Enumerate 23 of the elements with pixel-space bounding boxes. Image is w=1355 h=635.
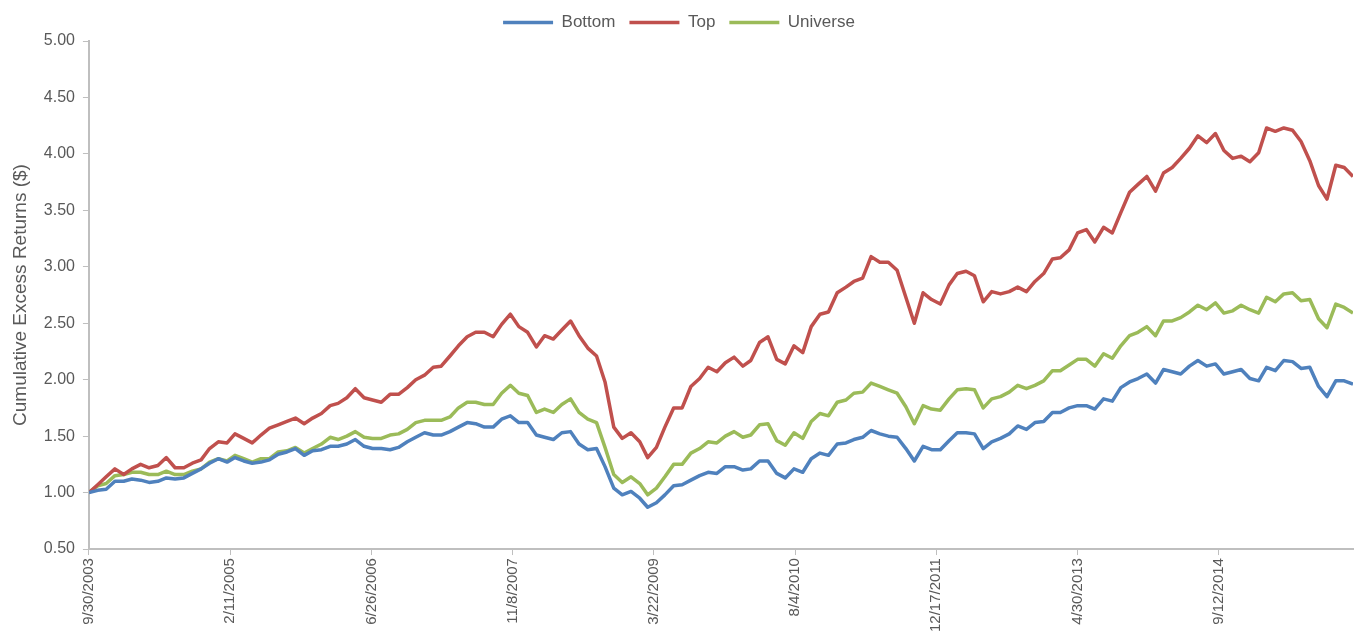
legend-label: Top (687, 12, 716, 32)
x-tick-label: 2/11/2005 (220, 558, 238, 624)
y-tick-label: 4.00 (43, 144, 76, 162)
y-tick-label: 4.50 (43, 87, 76, 105)
y-tick-label: 2.50 (43, 313, 76, 331)
x-tick-label: 6/26/2006 (361, 558, 379, 625)
y-tick-label: 0.50 (43, 539, 76, 557)
x-tick-label: 11/8/2007 (502, 558, 520, 624)
y-tick-label: 1.00 (43, 483, 76, 500)
y-axis-title: Cumulative Excess Returns ($) (8, 164, 30, 426)
y-tick-label: 5.00 (43, 31, 76, 49)
legend-label: Universe (787, 12, 855, 32)
x-tick-label: 12/17/2011 (926, 558, 944, 633)
y-tick-label: 1.50 (43, 426, 76, 444)
y-tick-label: 3.50 (43, 200, 76, 218)
x-tick-label: 9/12/2014 (1208, 558, 1226, 625)
x-tick-label: 9/30/2003 (79, 558, 97, 625)
legend-label: Bottom (561, 12, 616, 32)
y-tick-label: 2.00 (43, 370, 76, 388)
x-tick-label: 3/22/2009 (644, 558, 662, 625)
x-tick-label: 4/30/2013 (1067, 558, 1085, 625)
x-tick-label: 8/4/2010 (785, 558, 803, 617)
y-tick-label: 3.00 (43, 257, 76, 275)
